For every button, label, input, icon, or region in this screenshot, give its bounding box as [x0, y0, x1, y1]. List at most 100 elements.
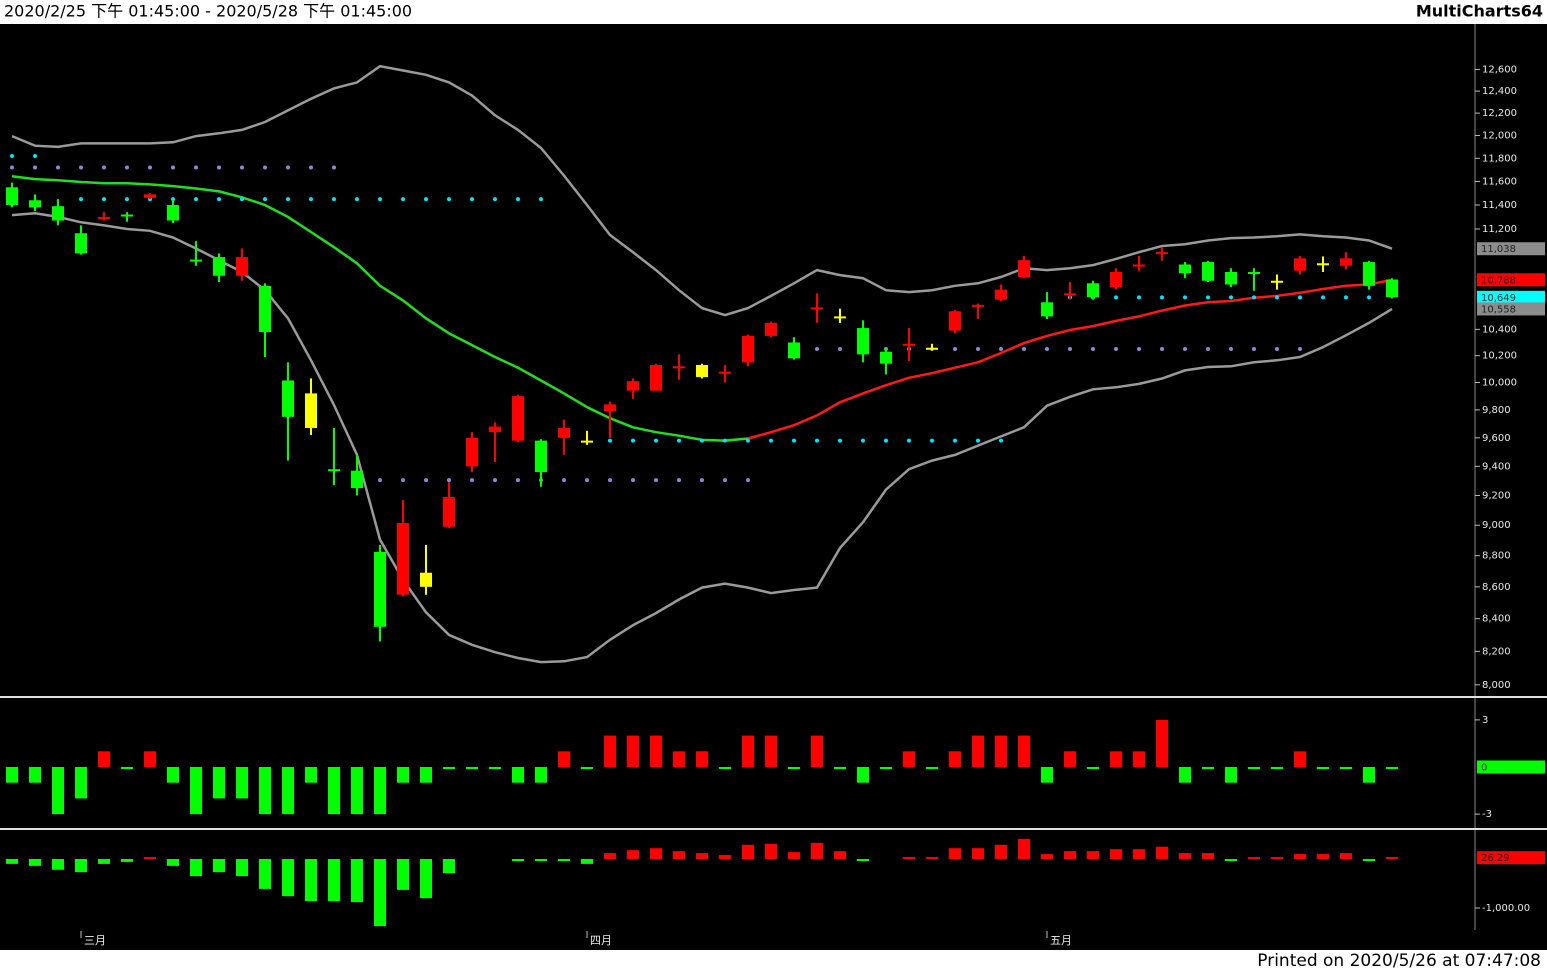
histogram-bar	[1041, 854, 1053, 859]
histogram-bar	[673, 751, 685, 768]
histogram-bar	[627, 735, 639, 768]
indicator-line	[11, 64, 1393, 317]
y-tick-label: 10,000	[1482, 378, 1517, 389]
y-tick-label: -1,000.00	[1482, 903, 1530, 914]
header-bar	[0, 0, 1547, 24]
histogram-bar	[811, 735, 823, 768]
candle-body	[75, 233, 87, 254]
histogram-bar	[1294, 751, 1306, 768]
histogram-bar	[834, 767, 846, 770]
candle-body	[213, 257, 225, 276]
histogram-bar	[121, 858, 133, 862]
y-tick-label: 11,200	[1482, 224, 1517, 235]
candle-body	[1087, 283, 1099, 298]
candle-body	[282, 380, 294, 417]
histogram-bar	[604, 853, 616, 859]
histogram-bar	[1294, 854, 1306, 859]
histogram-bar	[1179, 853, 1191, 859]
histogram-bar	[259, 858, 271, 889]
histogram-bar	[75, 767, 87, 799]
histogram-bar	[880, 767, 892, 770]
histogram-bar	[581, 858, 593, 864]
histogram-bar	[696, 853, 708, 859]
candle-body	[949, 311, 961, 331]
candle-body	[535, 440, 547, 473]
last-value-label: 26.29	[1481, 853, 1510, 864]
histogram-bar	[719, 855, 731, 859]
y-tick-label: 12,200	[1482, 108, 1517, 119]
histogram-bar	[650, 848, 662, 859]
histogram-bar	[1271, 767, 1283, 770]
histogram-bar	[121, 767, 133, 770]
candle-body	[1202, 262, 1214, 281]
histogram-bar	[903, 856, 915, 859]
histogram-bar	[834, 851, 846, 859]
last-value-box	[1477, 760, 1545, 774]
histogram-bar	[788, 767, 800, 770]
histogram-bar	[535, 858, 547, 861]
histogram-bar	[144, 856, 156, 859]
histogram-bar	[52, 767, 64, 815]
candle-body	[144, 194, 156, 198]
histogram-bar	[466, 767, 478, 770]
histogram-bar	[213, 858, 225, 873]
candle-body	[604, 404, 616, 412]
histogram-bar	[167, 858, 179, 866]
last-value-box	[1477, 290, 1545, 304]
histogram-bar	[1225, 858, 1237, 861]
candle-body	[443, 496, 455, 527]
histogram-bar	[1018, 838, 1030, 859]
y-tick-label: 8,000	[1482, 680, 1511, 691]
y-tick-label: -3	[1482, 809, 1492, 820]
y-tick-label: 12,600	[1482, 64, 1517, 75]
histogram-bar	[995, 844, 1007, 859]
time-range: 2020/2/25 下午 01:45:00 - 2020/5/28 下午 01:…	[4, 2, 412, 21]
histogram-bar	[1386, 767, 1398, 770]
histogram-bar	[1018, 735, 1030, 768]
histogram-bar	[949, 848, 961, 859]
last-value-label: 0	[1481, 763, 1487, 774]
x-tick-label: 五月	[1050, 934, 1072, 947]
last-value-label: 11,038	[1481, 244, 1516, 255]
x-tick-label: 四月	[590, 934, 612, 947]
histogram-bar	[489, 767, 501, 770]
histogram-bar	[512, 767, 524, 783]
candle-body	[259, 285, 271, 332]
y-tick-label: 3	[1482, 715, 1488, 726]
histogram-bar	[1156, 719, 1168, 768]
histogram-bar	[765, 735, 777, 768]
histogram-bar	[926, 856, 938, 859]
histogram-bar	[1041, 767, 1053, 783]
histogram-bar	[857, 858, 869, 861]
candle-body	[696, 365, 708, 378]
app-name: MultiCharts64	[1416, 2, 1543, 21]
histogram-bar	[236, 767, 248, 799]
y-tick-label: 12,400	[1482, 86, 1517, 97]
histogram-bar	[1386, 856, 1398, 859]
y-tick-label: 9,600	[1482, 433, 1511, 444]
print-info: Printed on 2020/5/26 at 07:47:08	[1257, 951, 1541, 971]
candle-body	[627, 381, 639, 391]
histogram-bar	[627, 850, 639, 859]
histogram-bar	[374, 767, 386, 815]
histogram-bar	[443, 767, 455, 770]
histogram-bar	[926, 767, 938, 770]
histogram-bar	[949, 751, 961, 768]
histogram-bar	[765, 843, 777, 859]
last-value-label: 10,788	[1481, 275, 1516, 286]
histogram-bar	[305, 858, 317, 902]
histogram-bar	[972, 848, 984, 859]
histogram-bar	[1340, 767, 1352, 770]
histogram-bar	[29, 858, 41, 866]
histogram-bar	[811, 842, 823, 859]
last-value-box	[1477, 273, 1545, 287]
candle-body	[328, 469, 340, 472]
candle-body	[397, 522, 409, 595]
histogram-bar	[1202, 853, 1214, 859]
y-tick-label: 9,400	[1482, 461, 1511, 472]
histogram-bar	[1248, 767, 1260, 770]
last-value-box	[1477, 302, 1545, 316]
histogram-bar	[604, 735, 616, 768]
histogram-bar	[374, 858, 386, 927]
candle-body	[1271, 280, 1283, 283]
